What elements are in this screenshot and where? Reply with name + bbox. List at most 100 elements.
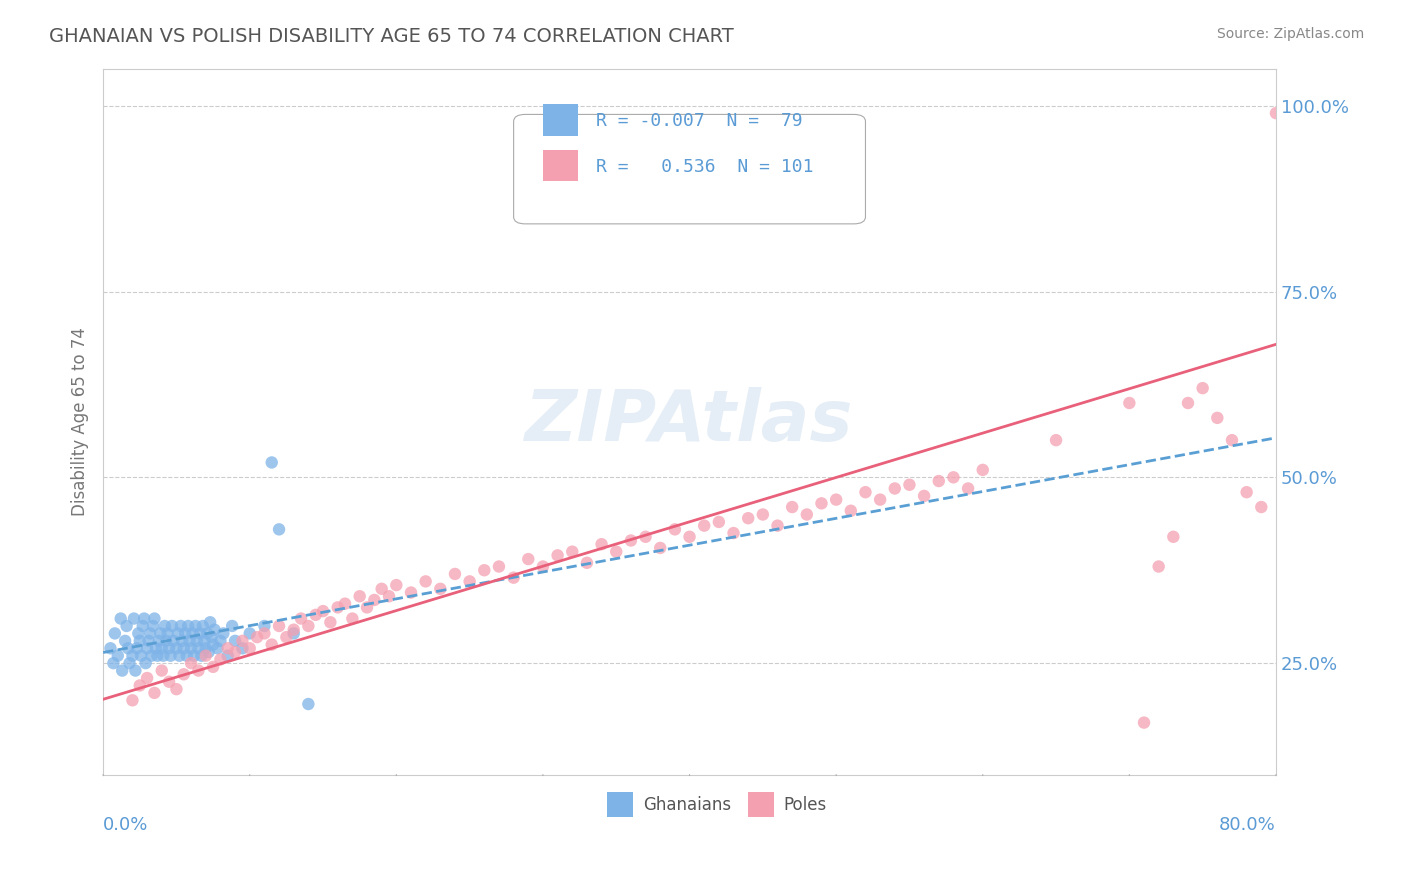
Point: [128, 633, 150, 648]
Point: [183, 648, 205, 663]
Point: [591, 537, 613, 551]
Point: [121, 693, 143, 707]
Point: [399, 585, 422, 599]
Point: [143, 686, 166, 700]
Point: [157, 641, 180, 656]
Point: [107, 648, 129, 663]
Point: [737, 511, 759, 525]
Bar: [543, 150, 578, 181]
Point: [103, 656, 125, 670]
Point: [110, 611, 132, 625]
Point: [194, 648, 217, 663]
Point: [117, 641, 139, 656]
Point: [1191, 381, 1213, 395]
Point: [191, 619, 214, 633]
Text: ZIPAtlas: ZIPAtlas: [526, 387, 853, 456]
Point: [124, 664, 146, 678]
Point: [212, 626, 235, 640]
Point: [458, 574, 481, 589]
Point: [239, 626, 262, 640]
Point: [136, 641, 159, 656]
Point: [193, 633, 215, 648]
Point: [100, 641, 122, 656]
Point: [1118, 396, 1140, 410]
Point: [1339, 299, 1361, 313]
Point: [283, 623, 305, 637]
Point: [1309, 210, 1331, 224]
Point: [139, 626, 162, 640]
Point: [297, 697, 319, 711]
Point: [678, 530, 700, 544]
Point: [156, 626, 179, 640]
Point: [444, 566, 467, 581]
Point: [152, 648, 174, 663]
Point: [349, 589, 371, 603]
Point: [1163, 530, 1185, 544]
Point: [1045, 433, 1067, 447]
Point: [942, 470, 965, 484]
Point: [319, 615, 342, 630]
Point: [326, 600, 349, 615]
Point: [267, 619, 290, 633]
Point: [180, 641, 202, 656]
Point: [780, 500, 803, 514]
Point: [115, 619, 138, 633]
Point: [153, 619, 176, 633]
Point: [165, 641, 187, 656]
Point: [1382, 285, 1405, 299]
Point: [620, 533, 643, 548]
Point: [260, 638, 283, 652]
Point: [132, 619, 155, 633]
FancyBboxPatch shape: [513, 114, 866, 224]
Point: [547, 549, 569, 563]
Point: [209, 633, 232, 648]
Point: [148, 633, 170, 648]
Point: [207, 641, 229, 656]
Point: [1236, 485, 1258, 500]
Point: [146, 648, 169, 663]
Point: [1220, 433, 1243, 447]
Point: [172, 633, 194, 648]
Point: [209, 652, 232, 666]
Point: [149, 626, 172, 640]
Point: [121, 648, 143, 663]
Point: [796, 508, 818, 522]
Point: [260, 455, 283, 469]
Point: [135, 656, 157, 670]
Point: [224, 633, 246, 648]
Point: [181, 626, 204, 640]
Text: R =   0.536  N = 101: R = 0.536 N = 101: [596, 159, 813, 177]
Point: [378, 589, 401, 603]
Point: [159, 648, 181, 663]
Point: [150, 664, 173, 678]
Point: [173, 641, 195, 656]
Point: [297, 619, 319, 633]
Y-axis label: Disability Age 65 to 74: Disability Age 65 to 74: [72, 327, 89, 516]
Point: [1206, 410, 1229, 425]
Point: [169, 648, 191, 663]
Point: [898, 477, 921, 491]
Point: [127, 626, 149, 640]
Point: [267, 522, 290, 536]
Point: [128, 678, 150, 692]
Point: [198, 615, 221, 630]
Point: [195, 626, 218, 640]
Point: [312, 604, 335, 618]
Point: [138, 633, 160, 648]
Point: [231, 633, 253, 648]
Point: [162, 633, 184, 648]
Point: [664, 522, 686, 536]
Point: [839, 504, 862, 518]
Point: [283, 626, 305, 640]
Point: [231, 641, 253, 656]
Point: [723, 526, 745, 541]
Point: [855, 485, 877, 500]
Point: [180, 656, 202, 670]
Point: [202, 660, 225, 674]
Point: [363, 593, 385, 607]
Point: [693, 518, 716, 533]
Point: [204, 623, 226, 637]
Point: [177, 619, 200, 633]
Point: [179, 633, 201, 648]
Point: [143, 611, 166, 625]
